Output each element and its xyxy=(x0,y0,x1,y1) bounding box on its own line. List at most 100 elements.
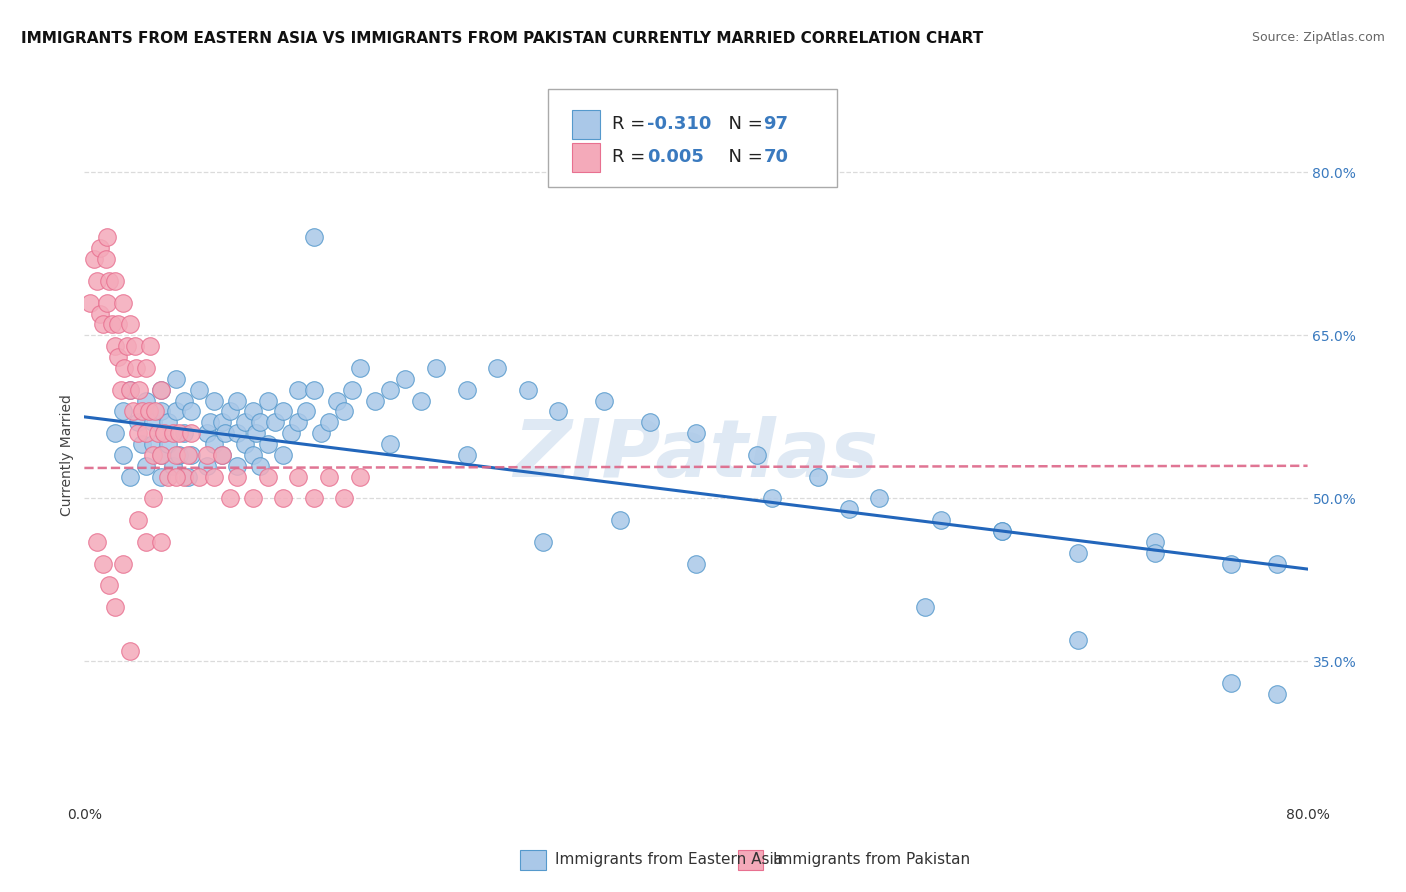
Point xyxy=(264,415,287,429)
Point xyxy=(914,600,936,615)
Point xyxy=(1067,546,1090,560)
Point xyxy=(991,524,1014,538)
Point xyxy=(302,491,325,506)
Point xyxy=(165,372,187,386)
Point xyxy=(685,557,707,571)
Point xyxy=(311,426,333,441)
Point xyxy=(91,318,114,332)
Point xyxy=(226,458,249,473)
Point xyxy=(318,469,340,483)
Point xyxy=(149,448,172,462)
Text: 97: 97 xyxy=(763,115,789,134)
Point xyxy=(271,404,294,418)
Point xyxy=(226,426,249,441)
Point xyxy=(111,295,134,310)
Point xyxy=(242,448,264,462)
Point xyxy=(180,404,202,418)
Point xyxy=(198,415,221,429)
Text: R =: R = xyxy=(612,115,651,134)
Point xyxy=(838,502,860,516)
Point xyxy=(195,448,218,462)
Point xyxy=(333,404,356,418)
Point xyxy=(149,469,172,483)
Point xyxy=(79,295,101,310)
Point xyxy=(257,393,280,408)
Point xyxy=(394,372,416,386)
Point xyxy=(226,393,249,408)
Point xyxy=(287,415,309,429)
Y-axis label: Currently Married: Currently Married xyxy=(60,394,75,516)
Point xyxy=(111,404,134,418)
Point xyxy=(242,491,264,506)
Point xyxy=(97,578,120,592)
Text: R =: R = xyxy=(612,148,651,167)
Point xyxy=(302,230,325,244)
Point xyxy=(128,383,150,397)
Point xyxy=(142,448,165,462)
Point xyxy=(1265,687,1288,701)
Text: 70: 70 xyxy=(763,148,789,167)
Point xyxy=(125,360,148,375)
Point xyxy=(149,383,172,397)
Point xyxy=(142,415,165,429)
Point xyxy=(456,383,478,397)
Point xyxy=(120,469,142,483)
Point xyxy=(1220,557,1243,571)
Point xyxy=(249,458,271,473)
Point xyxy=(325,393,347,408)
Text: N =: N = xyxy=(717,148,769,167)
Point xyxy=(257,469,280,483)
Point xyxy=(107,350,129,364)
Point xyxy=(807,469,830,483)
Point xyxy=(173,469,195,483)
Point xyxy=(218,491,240,506)
Point xyxy=(349,469,371,483)
Point xyxy=(516,383,538,397)
Point xyxy=(127,513,149,527)
Point xyxy=(593,393,616,408)
Point xyxy=(295,404,318,418)
Text: ZIPatlas: ZIPatlas xyxy=(513,416,879,494)
Point xyxy=(761,491,783,506)
Point xyxy=(120,383,142,397)
Point xyxy=(139,339,162,353)
Point xyxy=(364,393,387,408)
Text: Source: ZipAtlas.com: Source: ZipAtlas.com xyxy=(1251,31,1385,45)
Point xyxy=(380,383,402,397)
Point xyxy=(135,534,157,549)
Point xyxy=(287,383,309,397)
Point xyxy=(157,415,180,429)
Point xyxy=(257,437,280,451)
Point xyxy=(110,383,132,397)
Point xyxy=(173,426,195,441)
Point xyxy=(96,295,118,310)
Point xyxy=(991,524,1014,538)
Point xyxy=(127,415,149,429)
Point xyxy=(1143,534,1166,549)
Point xyxy=(218,404,240,418)
Point xyxy=(233,415,256,429)
Point xyxy=(211,415,233,429)
Point xyxy=(138,404,160,418)
Point xyxy=(135,360,157,375)
Point xyxy=(149,534,172,549)
Point xyxy=(111,448,134,462)
Point xyxy=(104,600,127,615)
Point xyxy=(143,404,166,418)
Point xyxy=(195,458,218,473)
Point xyxy=(380,437,402,451)
Text: Immigrants from Pakistan: Immigrants from Pakistan xyxy=(773,853,970,867)
Point xyxy=(146,426,169,441)
Point xyxy=(271,448,294,462)
Point xyxy=(104,274,127,288)
Point xyxy=(157,437,180,451)
Point xyxy=(135,393,157,408)
Point xyxy=(177,469,200,483)
Point xyxy=(124,339,146,353)
Point xyxy=(195,426,218,441)
Point xyxy=(245,426,267,441)
Point xyxy=(149,448,172,462)
Point xyxy=(226,469,249,483)
Point xyxy=(115,339,138,353)
Point xyxy=(302,383,325,397)
